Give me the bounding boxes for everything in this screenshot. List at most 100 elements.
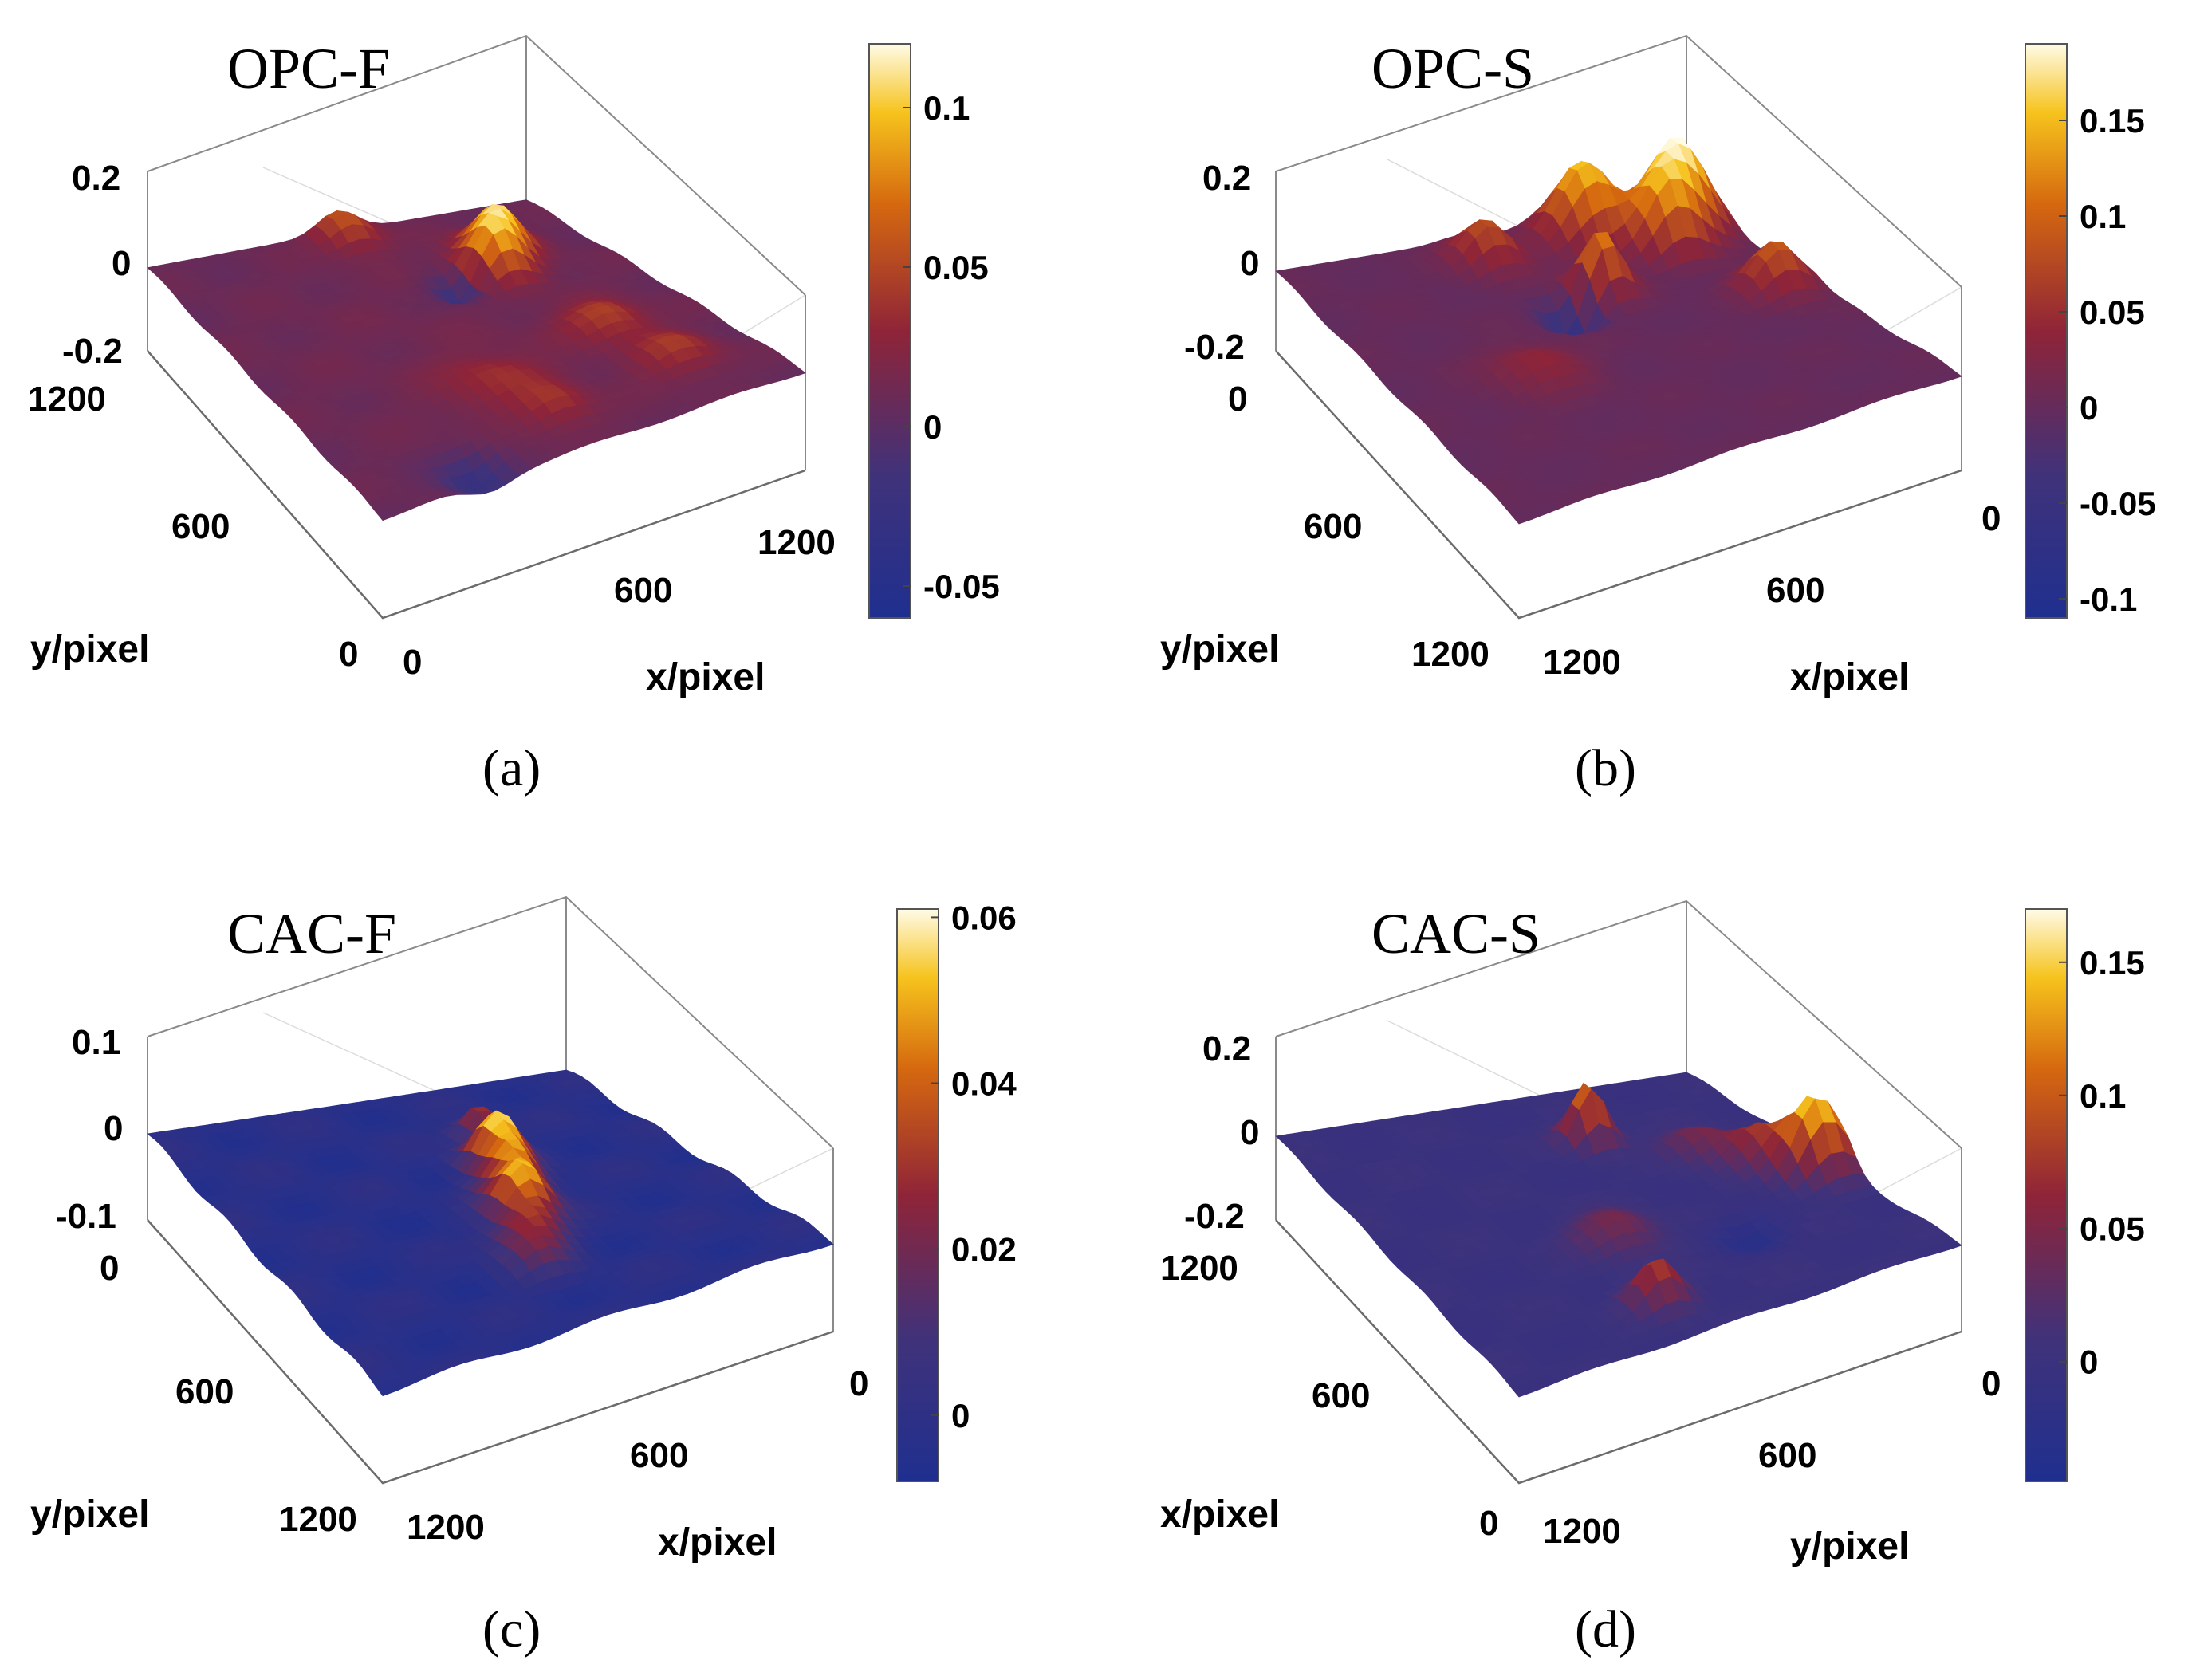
y-axis-label: y/pixel	[1160, 628, 1279, 671]
y-tick: 0	[1228, 380, 1247, 419]
z-tick: 0.2	[1202, 1029, 1251, 1068]
chart-title-c: CAC-F	[227, 902, 396, 966]
caption-d: (d)	[1575, 1600, 1636, 1658]
surface-d	[1275, 1072, 1962, 1398]
z-tick: 0.1	[72, 1023, 120, 1062]
colorbar-tick-label: 0.04	[951, 1065, 1017, 1103]
z-tick: -0.2	[1184, 1197, 1245, 1236]
caption-b: (b)	[1575, 739, 1636, 797]
colorbar-tick-label: 0.02	[951, 1231, 1017, 1269]
y-axis-label: y/pixel	[30, 628, 149, 671]
axes-floor	[147, 350, 806, 620]
x-tick: 0	[403, 643, 422, 682]
z-tick: -0.2	[1184, 328, 1245, 367]
colorbar-tick-label: -0.1	[2080, 580, 2137, 618]
x-tick: 0	[1981, 1364, 2001, 1403]
x-tick: 600	[1766, 571, 1824, 610]
x-tick: 0	[849, 1364, 868, 1403]
x-tick: 600	[614, 571, 672, 610]
caption-c: (c)	[482, 1600, 541, 1658]
axes-floor	[147, 1219, 834, 1485]
axes-box	[147, 895, 834, 1332]
colorbar-tick-label: 0.1	[2080, 1077, 2126, 1115]
x-tick: 0	[1981, 499, 2001, 538]
colorbar-tick-label: 0	[2080, 389, 2098, 427]
chart-title-d: CAC-S	[1371, 902, 1541, 966]
y-tick: 1200	[279, 1500, 357, 1539]
colorbar-b: -0.1 -0.05 0 0.05 0.1 0.15	[2025, 43, 2156, 619]
surface-patch	[1511, 1383, 1533, 1398]
colorbar-ticks-d: 0 0.05 0.1 0.15	[2059, 944, 2145, 1381]
x-axis-label: x/pixel	[1790, 656, 1909, 698]
colorbar-tick-label: -0.05	[2080, 485, 2156, 522]
panel-d: CAC-S 0.2 0 -0.2 1200 600 0 1200 600 0 x…	[1160, 899, 2145, 1658]
y-tick: 0	[339, 635, 358, 674]
surface-patch	[375, 507, 396, 521]
z-tick: 0	[104, 1109, 123, 1148]
axes-box	[147, 34, 806, 470]
colorbar-gradient	[2025, 908, 2068, 1482]
axes-floor	[1275, 350, 1962, 620]
y-tick: 600	[1304, 507, 1362, 546]
z-tick: 0	[1240, 1113, 1259, 1152]
y-axis-label: y/pixel	[1790, 1525, 1909, 1568]
y-tick: 1200	[1160, 1249, 1238, 1288]
x-axis-label: x/pixel	[658, 1521, 777, 1564]
colorbar-c: 0 0.02 0.04 0.06	[896, 899, 1017, 1482]
colorbar-tick-label: 0.05	[2080, 293, 2145, 331]
y-axis-label: y/pixel	[30, 1493, 149, 1536]
y-tick: 0	[1479, 1504, 1498, 1543]
y-tick: 1200	[1411, 635, 1489, 674]
surface-patch	[375, 1381, 397, 1397]
z-tick: -0.1	[56, 1197, 116, 1236]
colorbar-tick-label: 0.05	[923, 249, 989, 286]
panel-c: CAC-F 0.1 0 -0.1 0 600 1200 1200 600 0 y…	[30, 895, 1017, 1658]
colorbar-ticks-c: 0 0.02 0.04 0.06	[931, 899, 1017, 1434]
surface-patch	[1511, 510, 1533, 525]
colorbar-tick-label: 0.05	[2080, 1210, 2145, 1248]
x-tick: 1200	[1543, 643, 1621, 682]
chart-title-a: OPC-F	[227, 37, 390, 100]
y-tick: 600	[175, 1372, 234, 1411]
panel-b: OPC-S 0.2 0 -0.2 0 600 1200 1200 600 0 y…	[1160, 34, 2156, 797]
surface-c	[147, 1069, 834, 1397]
axes-box	[1275, 899, 1962, 1332]
z-tick: 0	[112, 244, 131, 283]
z-tick: -0.2	[62, 332, 123, 371]
x-tick: 1200	[1543, 1512, 1621, 1551]
surface-b	[1275, 137, 1962, 525]
caption-a: (a)	[482, 739, 541, 797]
colorbar-tick-label: 0	[2080, 1344, 2098, 1381]
y-tick: 1200	[28, 380, 106, 419]
x-axis-label: x/pixel	[1160, 1493, 1279, 1536]
x-tick: 600	[1758, 1436, 1816, 1475]
colorbar-ticks-b: -0.1 -0.05 0 0.05 0.1 0.15	[2059, 102, 2156, 618]
z-tick: 0	[1240, 244, 1259, 283]
colorbar-tick-label: 0.15	[2080, 102, 2145, 140]
x-tick: 1200	[758, 523, 836, 562]
z-tick: 0.2	[72, 159, 120, 198]
y-tick: 0	[100, 1249, 119, 1288]
colorbar-gradient	[2025, 43, 2068, 619]
colorbar-gradient	[896, 908, 939, 1482]
colorbar-tick-label: -0.05	[923, 568, 1000, 605]
x-axis-label: x/pixel	[646, 656, 765, 698]
y-tick: 600	[171, 507, 230, 546]
panel-a: OPC-F 0.2 0 -0.2 1200 600 0 0 600 1200 y…	[28, 34, 1000, 797]
y-tick: 600	[1312, 1376, 1370, 1415]
colorbar-gradient	[868, 43, 911, 619]
colorbar-tick-label: 0	[923, 408, 942, 446]
z-tick: 0.2	[1202, 159, 1251, 198]
colorbar-tick-label: 0	[951, 1397, 970, 1434]
chart-title-b: OPC-S	[1371, 37, 1534, 100]
x-tick: 600	[630, 1436, 688, 1475]
colorbar-tick-label: 0.1	[2080, 198, 2126, 235]
axes-floor	[1275, 1219, 1962, 1485]
colorbar-tick-label: 0.15	[2080, 944, 2145, 982]
colorbar-tick-label: 0.06	[951, 899, 1017, 936]
colorbar-d: 0 0.05 0.1 0.15	[2025, 908, 2145, 1482]
surface-a	[147, 199, 806, 521]
